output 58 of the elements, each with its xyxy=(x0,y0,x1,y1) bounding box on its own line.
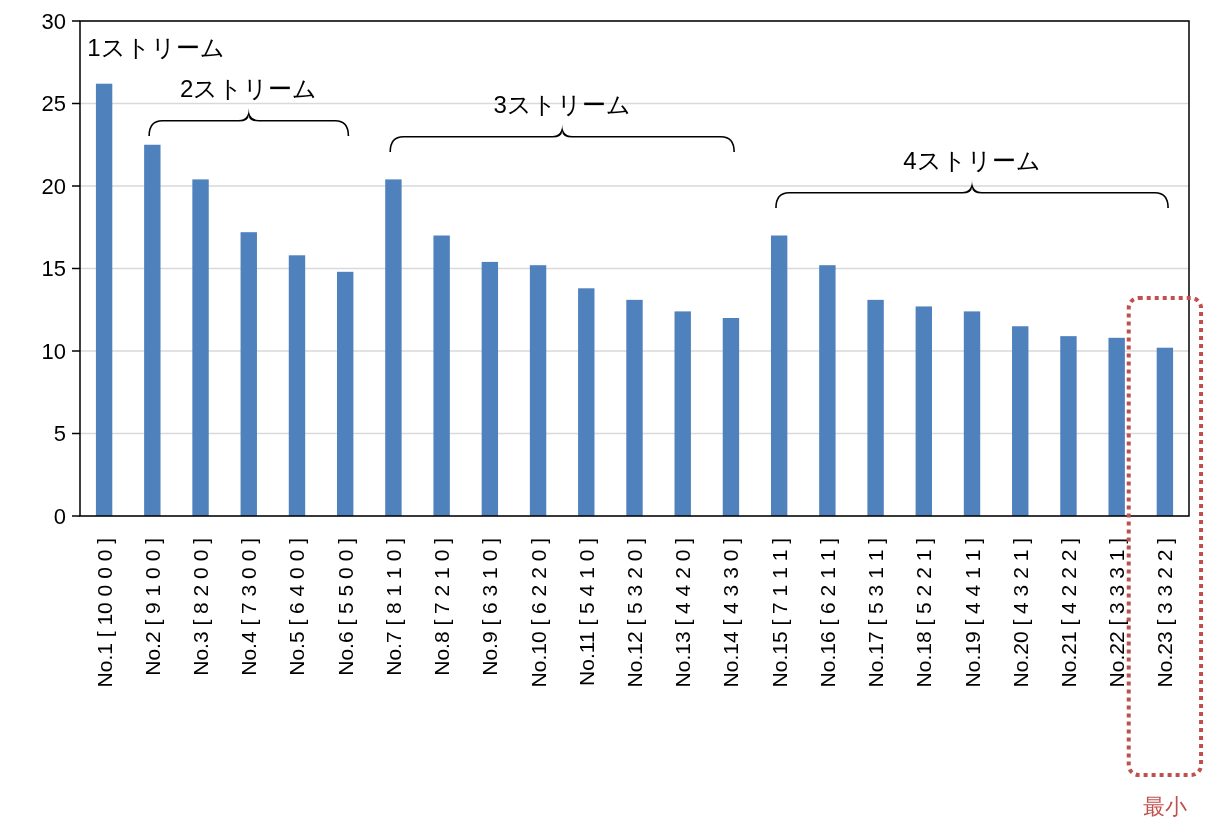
y-tick-label: 15 xyxy=(41,256,66,281)
bar xyxy=(192,179,209,516)
bar xyxy=(1156,347,1174,516)
x-tick-label: No.14 [ 4 3 3 0 ] xyxy=(719,538,743,688)
y-tick-label: 30 xyxy=(41,8,66,34)
bar xyxy=(819,265,836,516)
x-tick-label: No.3 [ 8 2 0 0 ] xyxy=(189,538,213,676)
x-tick-label: No.12 [ 5 3 2 0 ] xyxy=(623,538,646,688)
bar xyxy=(578,288,595,516)
x-tick-label: No.4 [ 7 3 0 0 ] xyxy=(237,538,261,676)
y-tick-label: 0 xyxy=(53,503,66,529)
y-tick-label: 25 xyxy=(41,91,66,116)
x-tick-label: No.8 [ 7 2 1 0 ] xyxy=(430,538,454,676)
x-tick-label: No.9 [ 6 3 1 0 ] xyxy=(478,538,502,676)
y-tick-label: 20 xyxy=(41,173,66,199)
bar xyxy=(240,232,257,516)
bar xyxy=(626,299,643,516)
bar xyxy=(481,261,499,516)
x-tick-label: No.7 [ 8 1 1 0 ] xyxy=(381,538,405,676)
bar xyxy=(144,144,161,516)
x-tick-label: No.17 [ 5 3 1 1 ] xyxy=(864,538,888,688)
x-tick-label: No.10 [ 6 2 2 0 ] xyxy=(526,538,550,688)
bar xyxy=(433,235,450,516)
x-tick-label: No.6 [ 5 5 0 0 ] xyxy=(333,538,357,676)
bar xyxy=(337,271,354,516)
x-tick-label: No.20 [ 4 3 2 1 ] xyxy=(1008,538,1032,688)
bar xyxy=(963,311,981,516)
x-tick-label: No.15 [ 7 1 1 1 ] xyxy=(767,538,791,688)
x-tick-label: No.11 [ 5 4 1 0 ] xyxy=(574,538,598,686)
x-tick-label: No.1 [ 10 0 0 0 ] xyxy=(92,538,116,688)
bar xyxy=(674,311,691,516)
x-tick-label: No.23 [ 3 3 2 2 ] xyxy=(1153,538,1177,688)
bar xyxy=(529,265,547,516)
x-tick-label: No.18 [ 5 2 2 1 ] xyxy=(912,538,936,688)
bar xyxy=(770,235,788,516)
bar xyxy=(867,299,884,516)
bar xyxy=(288,255,306,516)
y-tick-label: 5 xyxy=(53,421,66,446)
bar xyxy=(1060,336,1077,516)
bar xyxy=(1108,337,1125,516)
bar xyxy=(385,179,402,516)
bar xyxy=(722,318,740,516)
x-tick-label: No.16 [ 6 2 1 1 ] xyxy=(815,538,839,688)
x-tick-label: No.21 [ 4 2 2 2 ] xyxy=(1056,538,1080,688)
bar xyxy=(95,83,113,516)
y-tick-label: 10 xyxy=(41,338,66,364)
annotation: 2ストリーム xyxy=(180,74,318,102)
x-tick-label: No.13 [ 4 4 2 0 ] xyxy=(671,538,695,688)
x-tick-label: No.5 [ 6 4 0 0 ] xyxy=(285,538,309,676)
x-tick-label: No.22 [ 3 3 3 1 ] xyxy=(1105,538,1129,688)
x-tick-label: No.2 [ 9 1 0 0 ] xyxy=(140,538,164,676)
x-tick-label: No.19 [ 4 4 1 1 ] xyxy=(960,538,984,688)
text: 最小 xyxy=(1142,793,1187,819)
bar xyxy=(1012,326,1029,516)
annotation: 4ストリーム xyxy=(903,146,1041,174)
annotation: 1ストリーム xyxy=(87,33,225,61)
bar xyxy=(915,306,932,516)
annotation: 3ストリーム xyxy=(493,90,631,118)
